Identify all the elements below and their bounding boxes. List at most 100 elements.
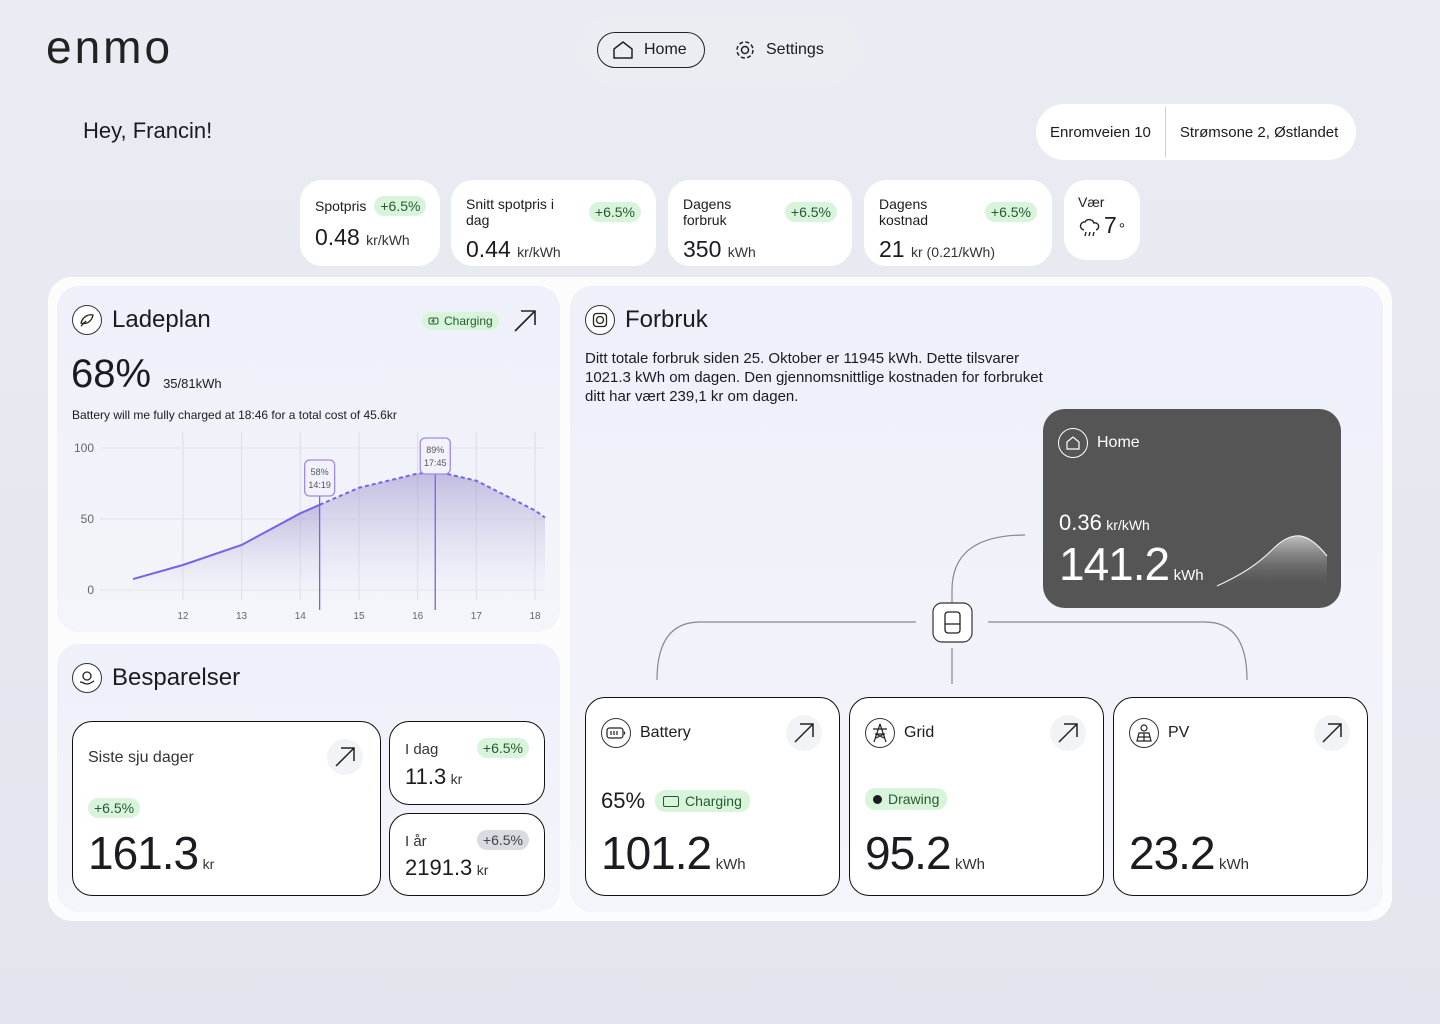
temperature: 7: [1104, 212, 1117, 238]
status-icon: [873, 794, 882, 804]
open-button[interactable]: [327, 739, 363, 775]
address-street: Enromveien 10: [1050, 123, 1151, 141]
besparelser-card: Besparelser Siste sju dager +6.5% 161.3 …: [57, 644, 560, 912]
device-card: Battery 65% Charging 101.2 kWh: [585, 697, 840, 896]
area: [133, 504, 320, 590]
open-button[interactable]: [1050, 715, 1086, 751]
device-name: Grid: [904, 724, 935, 741]
home-price: 0.36 kr/kWh: [1059, 510, 1150, 536]
home-card: Home 0.36 kr/kWh 141.2 kWh: [1043, 409, 1341, 608]
stat-label: Snitt spotpris i dag: [466, 196, 554, 228]
value: 2191.3: [405, 855, 473, 880]
unit: kWh: [727, 244, 756, 260]
stat-card: Dagens forbruk +6.5% 350 kWh: [668, 180, 852, 266]
title-text: Besparelser: [112, 664, 241, 691]
stat-label: Dagens kostnad: [879, 196, 929, 228]
change-badge: +6.5%: [588, 202, 641, 222]
status-badge: Drawing: [865, 788, 948, 810]
forbruk-title: Forbruk: [585, 305, 708, 335]
home-icon: [613, 41, 633, 59]
savings-value: 2191.3 kr: [405, 855, 488, 881]
value: 0.48: [315, 224, 360, 250]
besparelser-title: Besparelser: [72, 663, 240, 693]
weather-value: 7 °: [1078, 212, 1126, 239]
savings-value: 11.3 kr: [405, 764, 462, 790]
temperature-unit: °: [1118, 221, 1126, 238]
charge-note: Battery will me fully charged at 18:46 f…: [72, 408, 397, 422]
line: [319, 471, 546, 519]
x-tick-label: 17: [471, 611, 483, 622]
stat-header: Snitt spotpris i dag +6.5%: [466, 196, 641, 228]
open-button[interactable]: [507, 303, 543, 339]
open-button[interactable]: [786, 715, 822, 751]
stat-card: Spotpris +6.5% 0.48 kr/kWh: [300, 180, 440, 266]
marker-label: 58%: [311, 467, 329, 477]
device-value: 101.2 kWh: [601, 826, 746, 880]
nav-bar: Home Settings: [580, 15, 860, 85]
capacity: 35/81kWh: [163, 376, 222, 391]
charge-level: 68% 35/81kWh: [71, 352, 222, 397]
marker-box: [303, 459, 336, 497]
stat-header: Spotpris +6.5%: [315, 196, 427, 216]
device-value: 23.2 kWh: [1129, 826, 1249, 880]
home-label: Home: [1058, 428, 1140, 458]
address-pill[interactable]: Enromveien 10 Strømsone 2, Østlandet: [1036, 104, 1356, 160]
device-card: PV 23.2 kWh: [1113, 697, 1368, 896]
device-level: 65%: [601, 788, 646, 813]
stat-label: Spotpris: [315, 198, 367, 214]
unit: kr: [450, 771, 463, 787]
open-button[interactable]: [1314, 715, 1350, 751]
change-badge: +6.5%: [476, 830, 529, 850]
nav-label: Settings: [766, 41, 824, 58]
label: Home: [1097, 434, 1140, 451]
settings-icon: [736, 41, 754, 59]
area: [319, 472, 545, 590]
x-tick-label: 14: [295, 611, 307, 622]
status-badge: Charging: [655, 790, 750, 812]
change-badge: +6.5%: [88, 798, 141, 818]
stat-value: 350 kWh: [683, 236, 837, 263]
unit: kr: [202, 856, 215, 872]
nav-settings[interactable]: Settings: [720, 32, 840, 68]
change-badge: +6.5%: [984, 202, 1037, 222]
unit: kWh: [715, 856, 746, 873]
nav-label: Home: [644, 41, 687, 58]
stat-label: Dagens forbruk: [683, 196, 732, 228]
address-zone: Strømsone 2, Østlandet: [1179, 123, 1339, 141]
savings-value: 161.3 kr: [88, 826, 214, 880]
value: 141.2: [1059, 538, 1170, 590]
device-name: PV: [1168, 724, 1190, 741]
weather-card: Vær 7 °: [1064, 180, 1140, 260]
savings-label: Siste sju dager: [88, 749, 194, 766]
savings-week: Siste sju dager +6.5% 161.3 kr: [72, 721, 381, 896]
unit: kWh: [1218, 856, 1249, 873]
change-badge: +6.5%: [784, 202, 837, 222]
unit: kr/kWh: [1106, 517, 1150, 533]
device-header: Grid: [865, 718, 934, 748]
device-name: Battery: [640, 724, 691, 741]
savings-label: I dag: [405, 741, 439, 758]
weather-label: Vær: [1078, 194, 1105, 210]
stat-value: 0.44 kr/kWh: [466, 236, 641, 263]
x-tick-label: 12: [177, 611, 189, 622]
marker-box: [419, 437, 451, 475]
y-tick-label: 50: [81, 512, 95, 526]
savings-year: I år +6.5% 2191.3 kr: [389, 813, 545, 896]
device-icon: [601, 718, 631, 748]
unit: kr (0.21/kWh): [910, 244, 995, 260]
weather-icon: [1079, 218, 1100, 237]
nav-home[interactable]: Home: [597, 32, 705, 68]
unit: kr/kWh: [366, 232, 410, 248]
unit: kWh: [1173, 567, 1204, 584]
stat-value: 21 kr (0.21/kWh): [879, 236, 1037, 263]
x-tick-label: 13: [236, 611, 248, 622]
level: 68%: [71, 352, 152, 396]
value: 23.2: [1129, 827, 1216, 879]
stat-header: Dagens forbruk +6.5%: [683, 196, 837, 228]
change-badge: +6.5%: [374, 196, 427, 216]
marker-time: 17:45: [424, 458, 447, 468]
x-tick-label: 18: [529, 611, 541, 622]
device-card: Grid Drawing 95.2 kWh: [849, 697, 1104, 896]
divider: [1164, 107, 1166, 157]
home-sparkline: [1216, 535, 1328, 587]
